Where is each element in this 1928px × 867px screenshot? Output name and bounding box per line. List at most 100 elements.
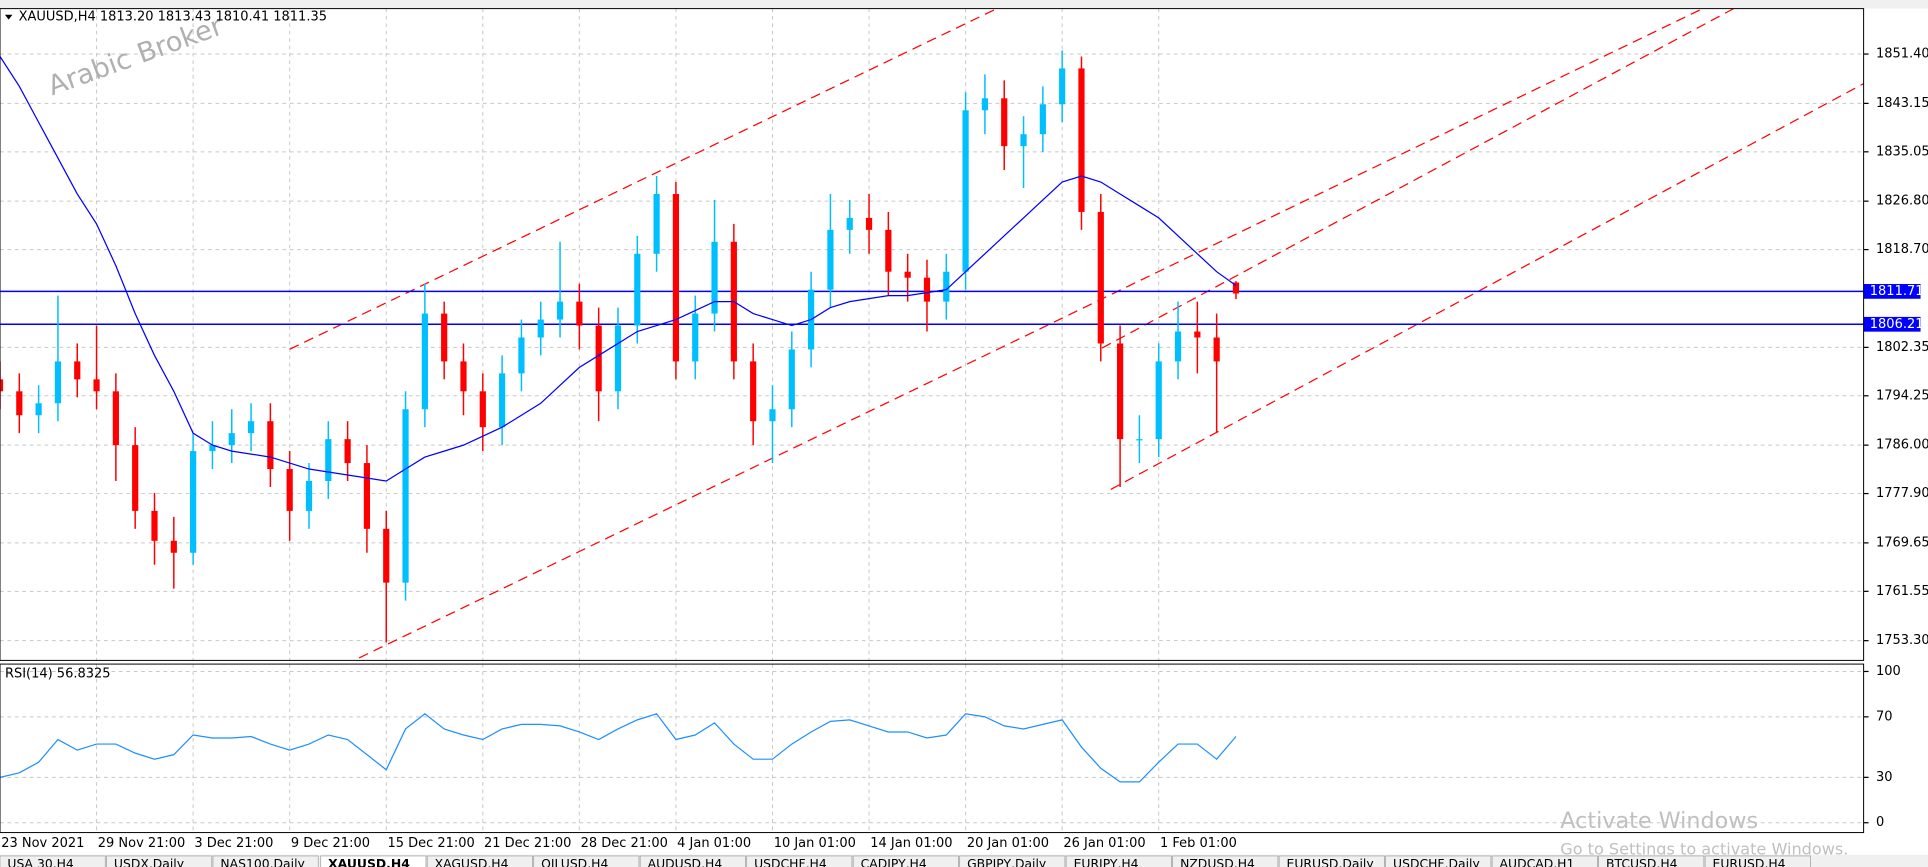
tabs: USA 30,H4 USDX,Daily NAS100,Daily XAUUSD,H4…	[0, 855, 1811, 867]
tab-label[interactable]: NAS100,Daily	[220, 857, 304, 867]
tab-label[interactable]: AUDUSD,H4	[648, 857, 723, 867]
candle-body	[170, 540, 177, 553]
tab[interactable]	[212, 855, 319, 867]
candle-body	[499, 373, 506, 428]
y-tick-label: 1843.15	[1876, 96, 1928, 111]
tab[interactable]	[106, 855, 213, 867]
tab[interactable]	[1704, 855, 1811, 867]
price-label-box	[1863, 316, 1921, 332]
plot-layer: 1851.40 1843.15 1835.05 1826.80 1818.70 1802.…	[0, 47, 1928, 851]
x-tick-label: 15 Dec 21:00	[387, 836, 474, 851]
tab-label[interactable]: CADJPY,H4	[861, 857, 927, 867]
candle-body	[402, 409, 409, 583]
tab-label[interactable]: EURUSD,Daily	[1287, 857, 1374, 867]
top-bar	[0, 0, 1928, 9]
tab[interactable]	[1278, 855, 1385, 867]
y-tick-label: 1802.35	[1876, 340, 1928, 355]
tab-label[interactable]: GBPJPY,Daily	[967, 857, 1046, 867]
candle-body	[54, 361, 62, 404]
candle-body	[518, 337, 525, 374]
candle-body	[1059, 68, 1066, 105]
candle-body	[16, 391, 23, 416]
candle-body	[1001, 98, 1008, 147]
candle-body	[750, 361, 757, 422]
symbol-header: XAUUSD,H4 1813.20 1813.43 1810.41 1811.3…	[19, 10, 327, 25]
candle-body	[865, 217, 873, 230]
candle-body	[209, 445, 216, 452]
tab-label[interactable]: OILUSD,H4	[541, 857, 608, 867]
candle-body	[344, 439, 351, 464]
candle-body	[1213, 337, 1220, 362]
y-tick-label: 100	[1876, 664, 1901, 679]
tab-label[interactable]: USDCHF,Daily	[1393, 857, 1480, 867]
tab-label[interactable]: USA 30,H4	[7, 857, 74, 867]
tab-label[interactable]: XAUUSD,H4	[328, 857, 410, 867]
y-tick-label: 1818.70	[1876, 242, 1928, 257]
tab-label[interactable]: EURJPY,H4	[1074, 857, 1139, 867]
candle-body	[1078, 68, 1085, 212]
x-tick-label: 10 Jan 01:00	[774, 836, 856, 851]
candle-body	[286, 469, 293, 511]
y-tick-label: 1777.90	[1876, 486, 1928, 501]
candle-body	[363, 463, 371, 529]
candle-body	[460, 361, 467, 392]
tab[interactable]	[1385, 855, 1492, 867]
tab-label[interactable]: NZDUSD,H4	[1180, 857, 1255, 867]
trend-line	[1110, 83, 1864, 490]
x-tick-label: 26 Jan 01:00	[1063, 836, 1145, 851]
activation-title: Activate Windows	[1560, 808, 1758, 834]
tab[interactable]	[1065, 855, 1172, 867]
x-tick-label: 3 Dec 21:00	[194, 836, 273, 851]
tab[interactable]	[1598, 855, 1705, 867]
tab[interactable]	[533, 855, 640, 867]
price-label: 1806.21	[1870, 317, 1924, 332]
candle-body	[0, 379, 4, 392]
candle-body	[556, 301, 564, 320]
candle-body	[383, 528, 390, 583]
candle-body	[846, 217, 853, 230]
candle-body	[1136, 439, 1143, 441]
candle-body	[885, 229, 892, 272]
candle-body	[132, 445, 139, 511]
candle-body	[923, 277, 931, 302]
trend-line	[289, 8, 998, 350]
tab-label[interactable]: AUDCAD,H1	[1500, 857, 1575, 867]
rsi-header: RSI(14) 56.8325	[5, 666, 111, 681]
tab-label[interactable]: XAGUSD,H4	[435, 857, 509, 867]
tab[interactable]	[639, 855, 746, 867]
y-tick-label: 1786.00	[1876, 438, 1928, 453]
candle-body	[537, 319, 544, 338]
tab-label[interactable]: BTCUSD,H4	[1606, 857, 1678, 867]
price-frame	[0, 8, 1865, 661]
tab[interactable]	[0, 855, 106, 867]
rsi-frame	[0, 663, 1865, 834]
activation-text: Go to Settings to activate Windows.	[1560, 839, 1848, 858]
tab[interactable]	[852, 855, 959, 867]
y-tick-label: 1794.25	[1876, 388, 1928, 403]
candle-body	[228, 433, 235, 446]
line-series	[0, 713, 1237, 783]
candle-body	[711, 241, 718, 314]
candle-body	[614, 325, 622, 392]
y-tick-label: 0	[1876, 815, 1884, 830]
x-tick-label: 28 Dec 21:00	[581, 836, 668, 851]
tab-label[interactable]: USDCHF,H4	[754, 857, 827, 867]
tab[interactable]	[426, 855, 533, 867]
candle-body	[305, 481, 313, 511]
candle-body	[962, 110, 969, 272]
candle-body	[479, 391, 486, 428]
tab[interactable]	[746, 855, 853, 867]
x-tick-label: 4 Jan 01:00	[677, 836, 751, 851]
candle-body	[267, 421, 274, 470]
candle-body	[827, 229, 834, 290]
tab[interactable]	[320, 855, 427, 867]
tab[interactable]	[959, 855, 1066, 867]
y-tick-label: 1826.80	[1876, 194, 1928, 209]
tab[interactable]	[1172, 855, 1279, 867]
tab-label[interactable]: USDX,Daily	[114, 857, 184, 867]
tab-label[interactable]: EURUSD,H4	[1713, 857, 1786, 867]
tab[interactable]	[1491, 855, 1598, 867]
menu-arrow[interactable]	[4, 14, 13, 20]
candle-body	[692, 313, 699, 362]
candle-body	[653, 193, 660, 254]
